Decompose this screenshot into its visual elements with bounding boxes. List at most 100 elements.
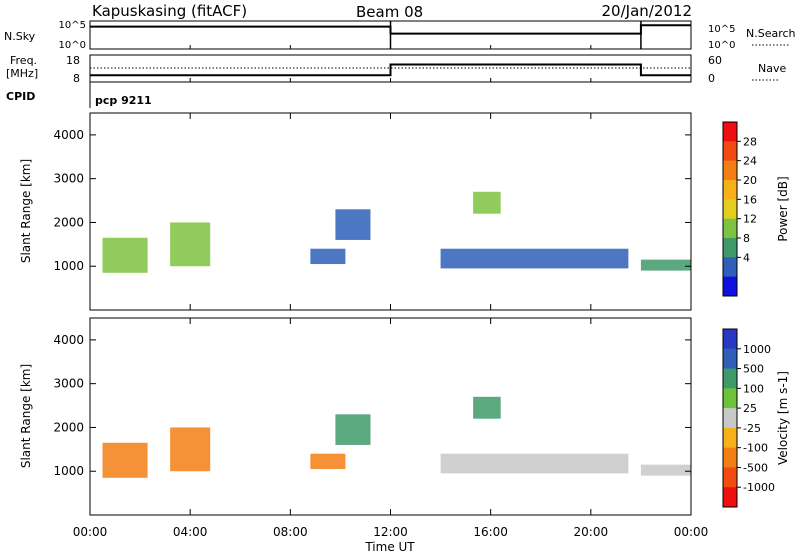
- power-region-3: [335, 209, 371, 240]
- cpid-panel: CPID pcp 9211: [6, 82, 152, 108]
- power-region-0: [102, 237, 148, 273]
- noise-panel: N.Sky 10^5 10^0 10^5 10^0 N.Search: [4, 20, 796, 51]
- velocity-region-3: [335, 414, 371, 445]
- velocity-data-layer: [102, 396, 691, 478]
- velocity-y-ticks: 4000 3000 2000 1000: [53, 333, 691, 478]
- time-tick-label-1: 04:00: [173, 525, 208, 539]
- frequency-line: [90, 63, 691, 77]
- power-colorbar-tick-label-1: 24: [743, 155, 757, 168]
- power-colorbar-label: Power [dB]: [776, 176, 790, 241]
- time-axis-label: Time UT: [364, 540, 415, 554]
- velocity-colorbar-label: Velocity [m s-1]: [776, 371, 790, 465]
- freq-right-tick-top: 60: [708, 54, 722, 67]
- noise-right-tick-bottom: 10^0: [708, 40, 735, 51]
- power-panel: 4000 3000 2000 1000 Slant Range [km]: [19, 112, 692, 311]
- velocity-colorbar-tick-label-4: -25: [743, 422, 761, 435]
- velocity-colorbar: 1000 500 100 25 -25 -100 -500 -1000 Velocity [m…: [722, 328, 790, 508]
- time-tick-label-0: 00:00: [73, 525, 108, 539]
- freq-left-tick-bottom: 8: [73, 72, 80, 85]
- velocity-colorbar-tick-label-5: -100: [743, 442, 768, 455]
- time-tick-label-3: 12:00: [373, 525, 408, 539]
- power-y-axis-label: Slant Range [km]: [19, 159, 33, 263]
- noise-right-tick-top: 10^5: [708, 24, 735, 35]
- cpid-value: pcp 9211: [95, 94, 152, 107]
- noise-right-label: N.Search: [746, 27, 796, 40]
- date-label: 20/Jan/2012: [602, 2, 693, 20]
- velocity-region-4: [440, 453, 629, 474]
- power-colorbar: 28 24 20 16 12 8 4 Power [dB]: [722, 121, 790, 297]
- velocity-colorbar-segment-1: [723, 348, 737, 370]
- power-ytick-label-3: 1000: [53, 259, 84, 273]
- power-colorbar-segment-5: [723, 218, 737, 239]
- power-colorbar-tick-label-2: 20: [743, 174, 757, 187]
- power-colorbar-tick-label-3: 16: [743, 193, 757, 206]
- velocity-colorbar-tick-label-3: 25: [743, 402, 757, 415]
- power-colorbar-segment-1: [723, 141, 737, 162]
- power-ytick-label-0: 4000: [53, 128, 84, 142]
- velocity-colorbar-tick-label-7: -1000: [743, 481, 775, 494]
- power-region-2: [310, 248, 346, 265]
- beam-label: Beam 08: [356, 3, 423, 21]
- station-title: Kapuskasing (fitACF): [92, 2, 247, 20]
- power-colorbar-segment-6: [723, 238, 737, 258]
- velocity-colorbar-segment-7: [723, 467, 737, 488]
- power-colorbar-segment-3: [723, 180, 737, 200]
- power-region-4: [440, 248, 629, 269]
- velocity-colorbar-tick-label-0: 1000: [743, 343, 771, 356]
- freq-right-tick-bottom: 0: [708, 72, 715, 85]
- cpid-label: CPID: [6, 90, 35, 103]
- velocity-colorbar-segment-5: [723, 427, 737, 449]
- power-region-6: [640, 259, 691, 271]
- freq-panel: Freq. [MHz] 18 8 60 0 Nave: [6, 54, 786, 85]
- velocity-region-1: [170, 427, 211, 472]
- velocity-colorbar-tick-label-2: 100: [743, 382, 764, 395]
- power-colorbar-segment-2: [723, 160, 737, 181]
- time-axis-ticks: 00:00 04:00 08:00 12:00 16:00 20:00 00:00: [73, 45, 709, 539]
- velocity-ytick-label-3: 1000: [53, 464, 84, 478]
- velocity-y-axis-label: Slant Range [km]: [19, 364, 33, 468]
- power-region-1: [170, 222, 211, 267]
- power-y-ticks: 4000 3000 2000 1000: [53, 128, 691, 273]
- freq-left-unit: [MHz]: [6, 67, 38, 80]
- power-data-layer: [102, 191, 691, 273]
- velocity-region-5: [473, 396, 501, 419]
- time-tick-label-2: 08:00: [273, 525, 308, 539]
- velocity-ytick-label-2: 2000: [53, 420, 84, 434]
- power-colorbar-segment-4: [723, 199, 737, 220]
- velocity-colorbar-tick-label-6: -500: [743, 461, 768, 474]
- velocity-ytick-label-0: 4000: [53, 333, 84, 347]
- velocity-colorbar-segment-8: [723, 487, 737, 508]
- noise-sky-line: [90, 24, 691, 35]
- noise-left-tick-top: 10^5: [59, 20, 86, 31]
- freq-right-label: Nave: [758, 62, 786, 75]
- power-colorbar-tick-label-0: 28: [743, 135, 757, 148]
- velocity-region-2: [310, 453, 346, 470]
- power-ytick-label-1: 3000: [53, 172, 84, 186]
- power-colorbar-tick-label-5: 8: [743, 232, 750, 245]
- velocity-colorbar-segment-6: [723, 447, 737, 468]
- velocity-colorbar-tick-label-1: 500: [743, 363, 764, 376]
- power-colorbar-segment-0: [723, 122, 737, 142]
- power-colorbar-segment-8: [723, 276, 737, 297]
- noise-left-tick-bottom: 10^0: [59, 40, 86, 51]
- freq-left-label: Freq.: [10, 54, 37, 67]
- velocity-ytick-label-1: 3000: [53, 377, 84, 391]
- velocity-panel: 4000 3000 2000 1000 Slant Range [km]: [19, 317, 692, 516]
- time-tick-label-5: 20:00: [574, 525, 609, 539]
- power-colorbar-tick-label-4: 12: [743, 213, 757, 226]
- velocity-colorbar-segment-2: [723, 368, 737, 389]
- freq-left-tick-top: 18: [66, 54, 80, 67]
- velocity-colorbar-segment-0: [723, 329, 737, 350]
- velocity-colorbar-segment-3: [723, 388, 737, 409]
- time-tick-label-4: 16:00: [473, 525, 508, 539]
- power-colorbar-segment-7: [723, 257, 737, 278]
- velocity-colorbar-segment-4: [723, 408, 737, 429]
- power-region-5: [473, 191, 501, 214]
- power-ytick-label-2: 2000: [53, 215, 84, 229]
- velocity-region-0: [102, 442, 148, 478]
- noise-left-label: N.Sky: [4, 30, 36, 43]
- velocity-region-6: [640, 464, 691, 476]
- time-tick-label-6: 00:00: [674, 525, 709, 539]
- power-colorbar-tick-label-6: 4: [743, 251, 750, 264]
